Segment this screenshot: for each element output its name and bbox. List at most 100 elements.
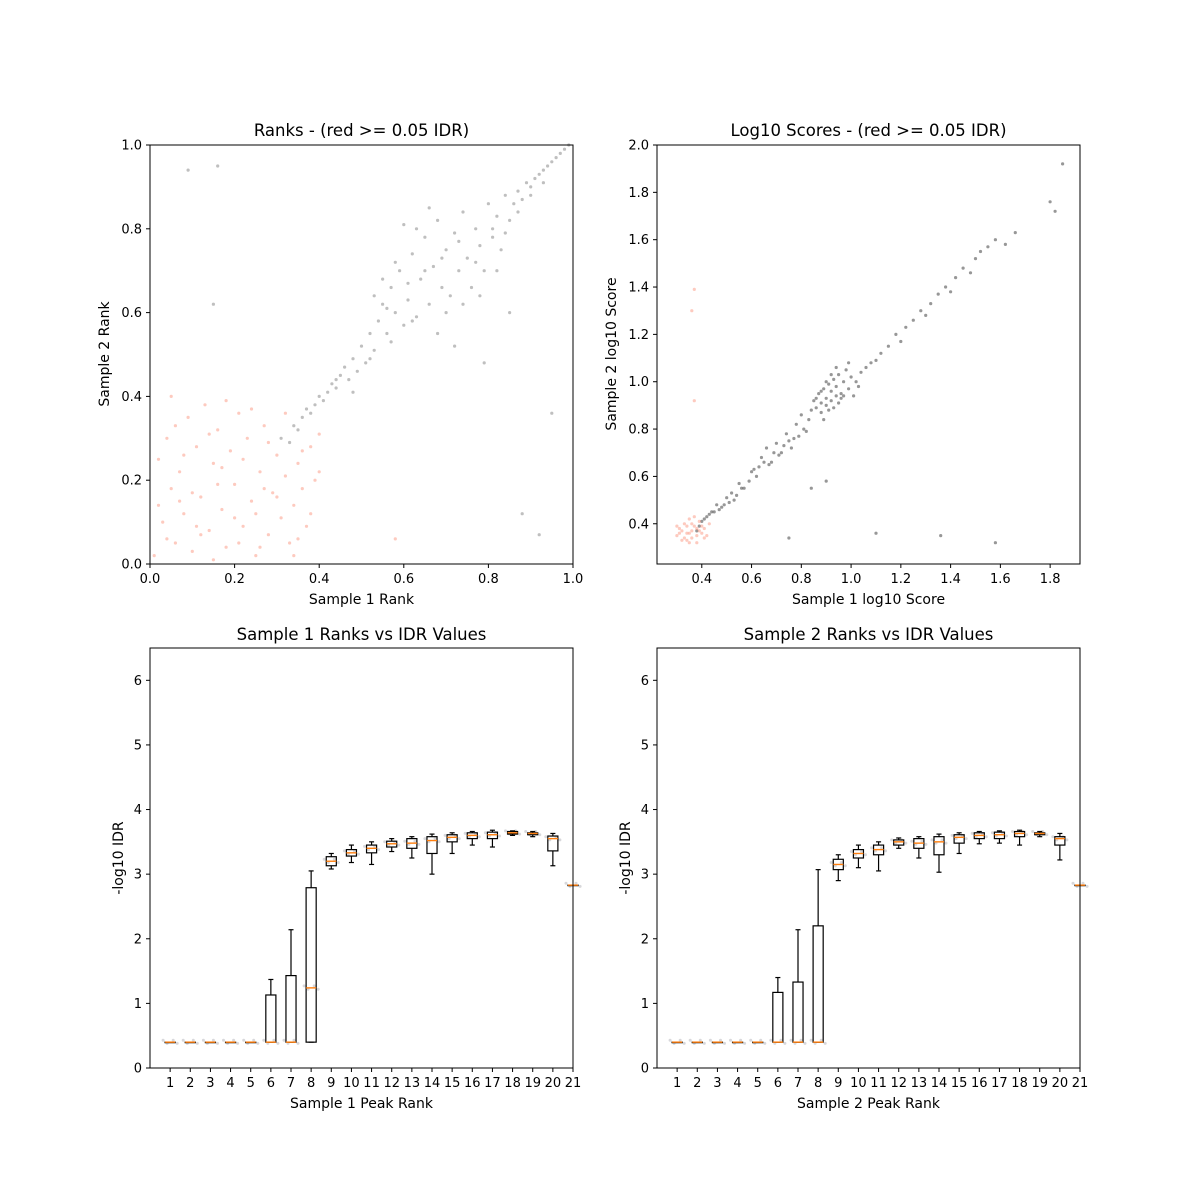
data-point (904, 325, 908, 329)
data-point (839, 392, 843, 396)
data-point (216, 482, 220, 486)
data-point (844, 368, 848, 372)
data-point (856, 384, 861, 389)
data-point (495, 269, 499, 273)
data-point (436, 218, 440, 222)
data-point (283, 411, 287, 415)
x-tick-label: 12 (890, 1076, 907, 1091)
data-point (890, 838, 894, 842)
data-point (478, 244, 482, 248)
box-13 (406, 836, 418, 859)
data-point (782, 444, 786, 448)
y-tick-label: 3 (641, 868, 649, 883)
data-point (336, 861, 340, 864)
data-point (574, 881, 578, 885)
data-point (779, 451, 784, 455)
data-point (924, 842, 928, 846)
data-point (406, 281, 410, 285)
data-point (712, 510, 716, 514)
data-point (950, 833, 954, 837)
data-point (707, 522, 711, 526)
data-point (824, 396, 828, 400)
data-point (194, 445, 199, 449)
data-point (342, 849, 346, 853)
y-tick-label: 0.4 (121, 390, 142, 405)
data-point (541, 181, 546, 185)
data-point (750, 470, 754, 474)
data-point (275, 495, 279, 499)
data-point (381, 302, 385, 306)
x-tick-label: 6 (267, 1076, 275, 1091)
box-15 (446, 832, 458, 855)
x-tick-label: 21 (1072, 1076, 1089, 1091)
x-ticks: 1 2 3 4 5 6 7 8 9 10 11 12 13 14 15 16 17 18 19 20 21 (673, 1068, 1088, 1091)
data-point (742, 486, 746, 490)
y-tick-label: 1 (134, 997, 142, 1012)
data-point (562, 147, 567, 151)
data-point (427, 302, 431, 306)
data-point (538, 833, 542, 837)
data-point (524, 830, 528, 833)
data-point (720, 505, 724, 509)
x-tick-label: 1.8 (1040, 572, 1061, 587)
data-point (276, 1041, 280, 1045)
data-point (546, 164, 550, 168)
data-point (300, 449, 304, 453)
data-point (834, 384, 838, 389)
data-point (533, 176, 537, 181)
data-point (431, 264, 435, 269)
data-point (812, 399, 816, 403)
data-point (343, 365, 347, 369)
data-point (807, 418, 811, 422)
data-point (824, 380, 828, 384)
axes-frame (656, 647, 1081, 1069)
data-point (461, 210, 465, 214)
data-point (410, 252, 414, 256)
data-point (690, 309, 694, 313)
x-tick-label: 1.6 (990, 572, 1011, 587)
box-2 (691, 1041, 703, 1044)
box-18 (506, 830, 519, 836)
data-point (697, 519, 701, 524)
data-point (414, 227, 419, 231)
data-point (393, 311, 397, 315)
data-point (558, 838, 562, 842)
data-point (1048, 200, 1052, 204)
data-point (822, 387, 826, 391)
data-point (165, 537, 169, 541)
x-tick-label: 17 (484, 1076, 501, 1091)
x-tick-label: 8 (814, 1076, 822, 1091)
data-point (173, 541, 177, 545)
data-point (769, 460, 774, 464)
data-point (730, 491, 734, 495)
data-point (357, 852, 360, 856)
data-point (558, 151, 562, 155)
data-point (262, 487, 266, 491)
data-point (194, 524, 199, 528)
data-point (474, 260, 478, 264)
data-point (1081, 881, 1085, 885)
data-point (520, 197, 524, 202)
plot-marks (668, 829, 1089, 1045)
data-point (827, 408, 831, 412)
data-point (697, 529, 701, 533)
data-point (211, 558, 215, 562)
x-tick-label: 7 (287, 1076, 295, 1091)
y-tick-label: 1 (641, 997, 649, 1012)
data-point (482, 269, 486, 273)
data-point (685, 531, 689, 535)
box-3 (204, 1041, 217, 1044)
data-point (944, 285, 948, 289)
data-point (508, 218, 512, 222)
data-point (364, 361, 368, 365)
data-point (829, 861, 833, 864)
data-point (904, 841, 908, 845)
y-tick-label: 1.8 (628, 186, 649, 201)
data-point (173, 424, 177, 428)
x-ticks: 0.0 0.2 0.4 0.6 0.8 1.0 (140, 564, 583, 587)
data-point (1071, 881, 1075, 885)
data-point (759, 455, 764, 460)
data-point (393, 537, 397, 541)
data-point (156, 457, 161, 461)
data-point (440, 256, 444, 260)
